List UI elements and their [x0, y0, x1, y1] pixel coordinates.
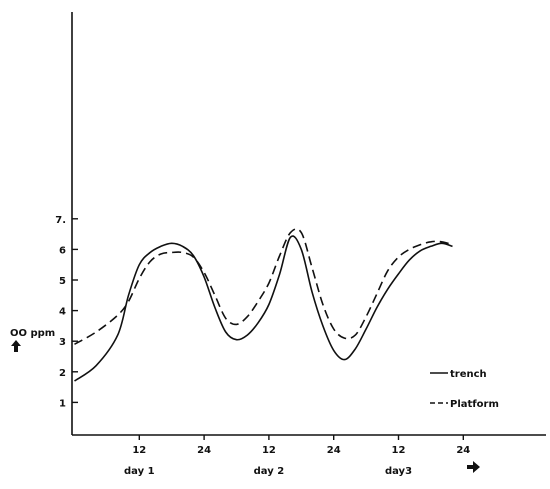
x-tick-label: 24: [327, 445, 341, 456]
y-tick-label: 5: [59, 276, 66, 287]
x-tick-label: 12: [392, 445, 406, 456]
y-tick-label: 3: [59, 337, 66, 348]
day-label: day 1: [124, 466, 155, 477]
legend: trench Platform: [430, 369, 499, 410]
y-tick-label: 7.: [55, 215, 66, 226]
series-line-platform: [74, 228, 453, 345]
series-line-trench: [74, 235, 453, 382]
day-label: day 2: [254, 466, 285, 477]
labels: OO ppm day 1 day 2 day3: [10, 328, 480, 477]
series-layer: [74, 228, 453, 382]
x-tick-label: 24: [197, 445, 211, 456]
legend-label-trench: trench: [450, 369, 487, 380]
axes: [71, 12, 546, 436]
y-tick-label: 6: [59, 245, 66, 256]
x-tick-label: 12: [132, 445, 146, 456]
x-tick-label: 12: [262, 445, 276, 456]
y-tick-label: 4: [59, 307, 66, 318]
legend-label-platform: Platform: [450, 399, 499, 410]
y-tick-label: 1: [59, 398, 66, 409]
x-axis-right-arrow-icon: [467, 461, 480, 473]
x-tick-label: 24: [456, 445, 470, 456]
y-tick-label: 2: [59, 368, 66, 379]
day-label: day3: [385, 466, 412, 477]
y-axis-up-arrow-icon: [11, 340, 21, 352]
y-axis-label: OO ppm: [10, 328, 55, 339]
